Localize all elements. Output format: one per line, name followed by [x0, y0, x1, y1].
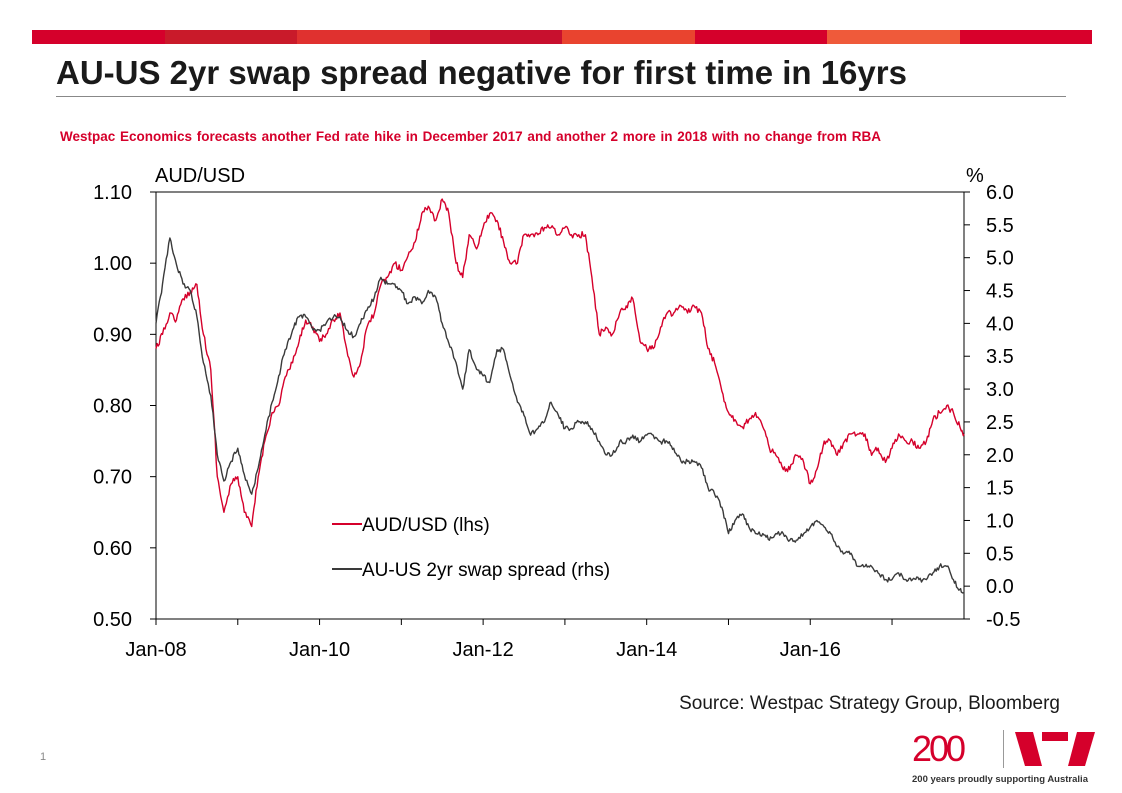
left-tick-label: 0.60 — [93, 538, 132, 560]
top-bar-segment — [164, 30, 297, 44]
top-bar-segment — [959, 30, 1092, 44]
right-tick-label: 1.5 — [986, 478, 1014, 500]
right-tick-label: 5.5 — [986, 215, 1014, 237]
right-tick-label: 4.5 — [986, 281, 1014, 303]
series-line-aud-usd — [155, 198, 965, 528]
right-tick-label: 2.5 — [986, 412, 1014, 434]
right-tick-label: 0.0 — [986, 576, 1014, 598]
right-tick-label: 3.0 — [986, 379, 1014, 401]
x-tick-label: Jan-08 — [125, 639, 186, 661]
left-tick-label: 0.90 — [93, 324, 132, 346]
left-axis-label: AUD/USD — [155, 165, 245, 187]
right-tick-label: -0.5 — [986, 609, 1020, 631]
x-tick-label: Jan-16 — [780, 639, 841, 661]
page-number: 1 — [40, 751, 47, 763]
legend-label-aud: AUD/USD (lhs) — [362, 515, 490, 536]
x-tick-label: Jan-10 — [289, 639, 350, 661]
top-bar-segment — [429, 30, 562, 44]
title-divider — [56, 96, 1066, 97]
right-tick-label: 3.5 — [986, 346, 1014, 368]
westpac-w-icon — [1015, 732, 1095, 766]
left-tick-label: 1.10 — [93, 182, 132, 204]
left-tick-label: 0.50 — [93, 609, 132, 631]
top-bar-segment — [32, 30, 165, 44]
x-tick-label: Jan-12 — [453, 639, 514, 661]
right-tick-label: 1.0 — [986, 510, 1014, 532]
source-note: Source: Westpac Strategy Group, Bloomber… — [679, 693, 1060, 714]
right-tick-label: 2.0 — [986, 445, 1014, 467]
left-tick-label: 1.00 — [93, 253, 132, 275]
logo-tagline: 200 years proudly supporting Australia — [912, 774, 1088, 785]
left-tick-label: 0.70 — [93, 467, 132, 489]
top-bar-segment — [694, 30, 827, 44]
logo-number: 200 — [912, 728, 966, 769]
logo-divider — [1003, 730, 1004, 768]
right-tick-label: 0.5 — [986, 543, 1014, 565]
right-axis-label: % — [966, 165, 984, 187]
top-color-bar — [32, 30, 1092, 44]
legend: AUD/USD (lhs) AU-US 2yr swap spread (rhs… — [332, 515, 610, 581]
right-tick-label: 6.0 — [986, 182, 1014, 204]
page-title: AU-US 2yr swap spread negative for first… — [56, 54, 907, 91]
westpac-200-logo: 200 200 years proudly supporting Austral… — [912, 728, 1102, 788]
top-bar-segment — [562, 30, 695, 44]
top-bar-segment — [827, 30, 960, 44]
series-line-swap-spread — [155, 237, 965, 594]
legend-label-spread: AU-US 2yr swap spread (rhs) — [362, 560, 610, 581]
top-bar-segment — [297, 30, 430, 44]
x-tick-label: Jan-14 — [616, 639, 677, 661]
page-subtitle: Westpac Economics forecasts another Fed … — [60, 129, 881, 144]
right-tick-label: 5.0 — [986, 248, 1014, 270]
left-tick-label: 0.80 — [93, 396, 132, 418]
plot-frame — [155, 191, 965, 620]
right-tick-label: 4.0 — [986, 313, 1014, 335]
